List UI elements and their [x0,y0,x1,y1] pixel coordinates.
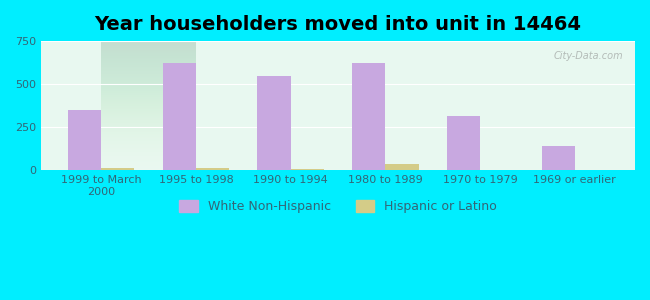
Title: Year householders moved into unit in 14464: Year householders moved into unit in 144… [94,15,582,34]
Bar [257,76,291,170]
Bar [68,110,101,170]
Bar [162,64,196,170]
Text: City-Data.com: City-Data.com [554,51,623,62]
Bar [352,64,385,170]
Legend: White Non-Hispanic, Hispanic or Latino: White Non-Hispanic, Hispanic or Latino [174,195,502,218]
Bar [541,146,575,170]
Bar [447,116,480,170]
Bar [385,164,419,170]
Bar [101,168,135,170]
Bar [196,168,229,170]
Bar [291,169,324,170]
